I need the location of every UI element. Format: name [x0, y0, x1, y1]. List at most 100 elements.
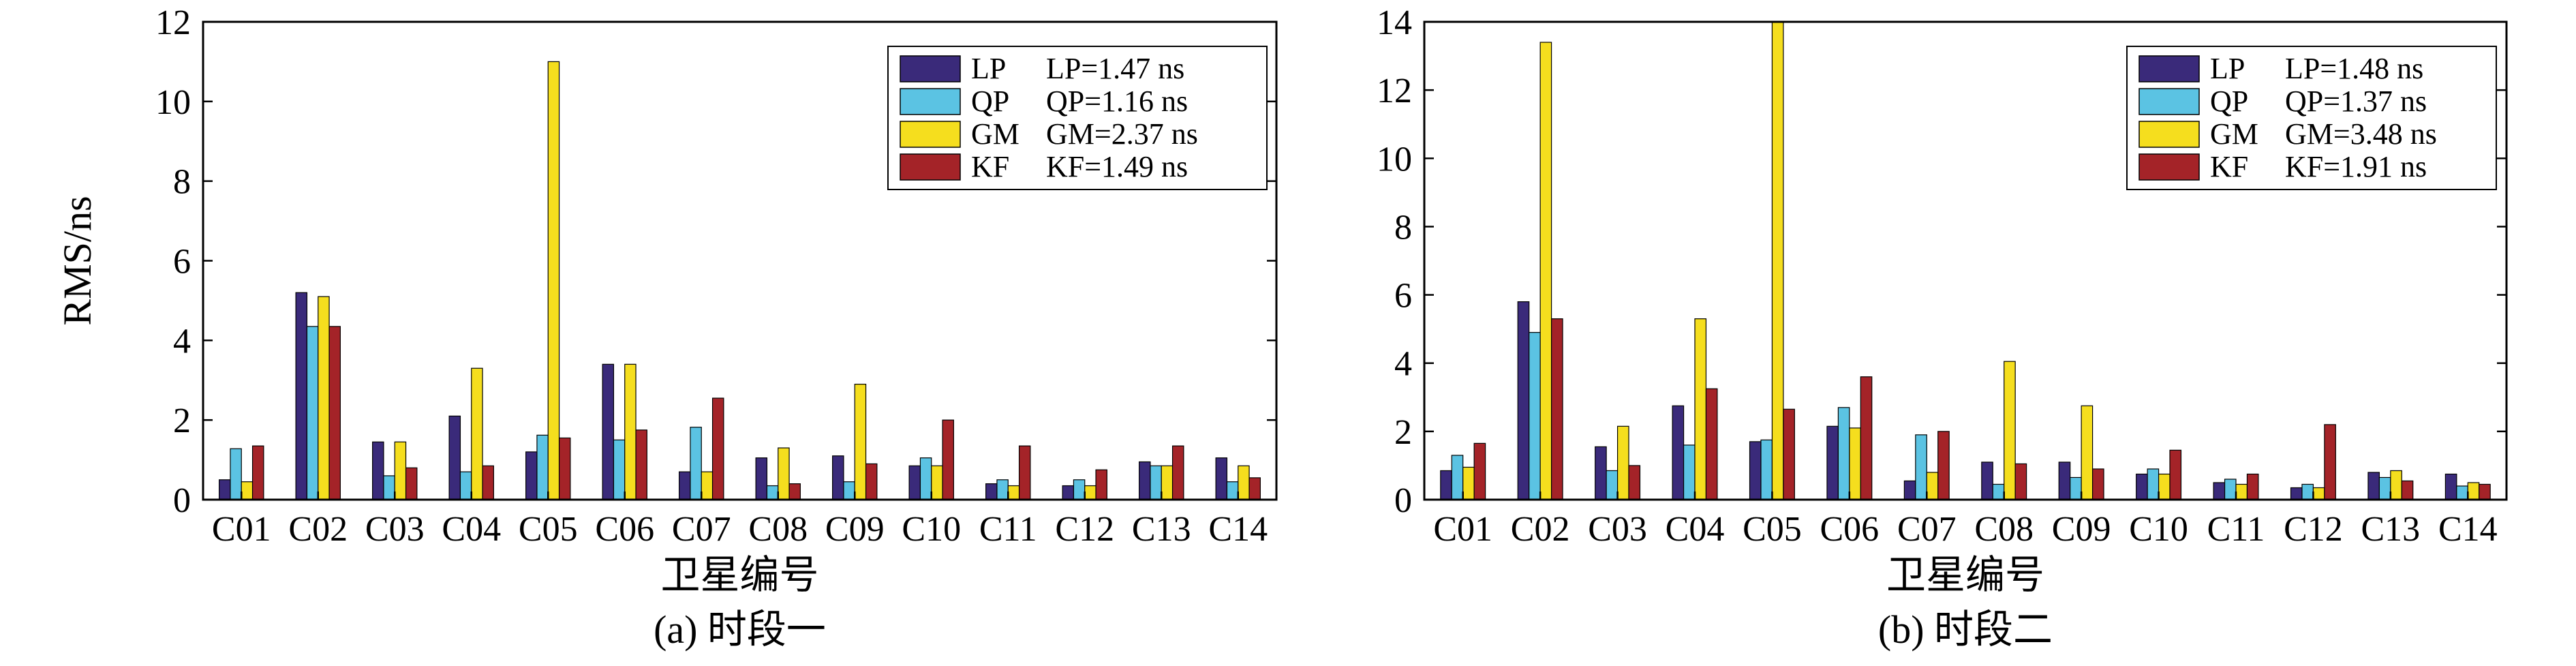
bar-kf-c11	[2246, 473, 2259, 500]
x-tick-label: C10	[2129, 510, 2188, 549]
bar-gm-c07	[1926, 472, 1939, 500]
bar-lp-c07	[679, 471, 691, 500]
bar-gm-c01	[1462, 466, 1475, 500]
legend-label-qp: QP	[971, 85, 1009, 118]
x-tick-label: C14	[1208, 510, 1268, 549]
bar-lp-c04	[1672, 405, 1685, 500]
panel-caption: (a) 时段一	[654, 607, 826, 652]
bar-lp-c08	[1981, 461, 1993, 500]
y-tick-label: 8	[173, 163, 191, 202]
bar-qp-c11	[2224, 479, 2237, 500]
legend-label-kf: KF	[2210, 150, 2248, 183]
bar-lp-c11	[2213, 482, 2226, 500]
legend: LP LP=1.47 ns QP QP=1.16 ns GM GM=2.37 ns KF KF…	[887, 46, 1268, 190]
y-tick-label: 4	[173, 322, 191, 361]
legend-stat-qp: QP=1.16 ns	[1046, 85, 1188, 118]
x-tick-label: C03	[1588, 510, 1647, 549]
bar-kf-c09	[865, 463, 878, 500]
bar-kf-c12	[2324, 424, 2336, 500]
x-tick-label: C07	[1897, 510, 1957, 549]
x-tick-label: C02	[1511, 510, 1570, 549]
bar-kf-c03	[405, 467, 418, 500]
bar-lp-c05	[525, 451, 538, 500]
bar-gm-c06	[624, 363, 637, 500]
bar-gm-c13	[1161, 465, 1174, 500]
legend-stat-gm: GM=3.48 ns	[2285, 117, 2437, 151]
legend-label-gm: GM	[2210, 117, 2258, 151]
bar-qp-c11	[996, 479, 1009, 500]
bar-kf-c08	[2014, 463, 2027, 500]
bar-qp-c09	[843, 481, 855, 500]
bar-qp-c14	[1226, 481, 1239, 500]
bar-gm-c13	[2390, 470, 2402, 500]
bar-qp-c05	[1760, 439, 1773, 500]
bar-qp-c07	[1915, 434, 1927, 500]
x-tick-label: C07	[672, 510, 731, 549]
x-tick-label: C09	[825, 510, 885, 549]
x-tick-label: C03	[365, 510, 425, 549]
bar-gm-c05	[547, 61, 560, 500]
bar-kf-c01	[251, 445, 264, 500]
legend-swatch-kf	[2138, 153, 2200, 181]
bar-qp-c12	[1073, 479, 1086, 500]
y-axis-title: RMS/ns	[55, 196, 99, 325]
bar-gm-c07	[701, 471, 714, 500]
x-axis-title: 卫星编号	[1886, 553, 2044, 597]
x-tick-label: C13	[1132, 510, 1191, 549]
bar-kf-c02	[1550, 318, 1563, 500]
bar-kf-c04	[482, 465, 494, 500]
bar-kf-c14	[1248, 477, 1261, 500]
chart-panel-a: 0 2 4 6 8 10 12 C01 C02 C03 C04 C05 C06 C07 C08 C09 C10 C…	[55, 3, 1278, 652]
bar-gm-c03	[1616, 425, 1629, 500]
y-tick-label: 6	[1394, 277, 1412, 316]
legend-swatch-gm	[2138, 121, 2200, 148]
bar-lp-c08	[755, 457, 768, 500]
legend-stat-qp: QP=1.37 ns	[2285, 85, 2427, 118]
legend-swatch-kf	[900, 153, 961, 181]
bar-qp-c13	[1150, 465, 1162, 500]
legend: LP LP=1.48 ns QP QP=1.37 ns GM GM=3.48 ns KF KF…	[2126, 46, 2497, 190]
x-tick-label: C01	[212, 510, 271, 549]
bar-kf-c12	[1095, 469, 1107, 500]
bar-gm-c11	[2235, 483, 2248, 500]
bar-kf-c10	[2169, 449, 2182, 500]
bar-lp-c11	[985, 483, 998, 500]
bar-gm-c09	[2081, 405, 2094, 500]
bar-kf-c10	[942, 419, 954, 500]
legend-swatch-lp	[2138, 55, 2200, 82]
bar-qp-c01	[230, 448, 242, 500]
bar-lp-c10	[908, 465, 921, 500]
legend-stat-gm: GM=2.37 ns	[1046, 117, 1198, 151]
bar-kf-c11	[1018, 445, 1031, 500]
chart-panel-b: 0 2 4 6 8 10 12 14 C01 C02 C03 C04 C05 C06 C07 C08 C09 C1…	[1377, 3, 2508, 652]
bar-gm-c10	[2158, 473, 2171, 500]
x-tick-label: C01	[1433, 510, 1492, 549]
bar-qp-c10	[2147, 468, 2160, 500]
y-tick-label: 10	[1377, 140, 1412, 179]
bar-kf-c09	[2091, 468, 2104, 500]
y-tick-label: 12	[155, 3, 191, 42]
x-tick-label: C14	[2438, 510, 2498, 549]
bar-kf-c07	[711, 397, 724, 500]
bar-gm-c10	[931, 465, 943, 500]
bar-gm-c14	[2467, 482, 2480, 500]
y-tick-label: 8	[1394, 208, 1412, 247]
bar-lp-c09	[2058, 461, 2071, 500]
bar-lp-c14	[2444, 473, 2457, 500]
bar-qp-c13	[2378, 476, 2391, 500]
bar-qp-c06	[1837, 407, 1850, 500]
y-tick-label: 10	[155, 83, 191, 122]
x-tick-label: C11	[2207, 510, 2265, 549]
bar-qp-c04	[1683, 444, 1696, 500]
legend-stat-lp: LP=1.47 ns	[1046, 52, 1184, 85]
bar-qp-c05	[536, 434, 549, 500]
legend-stat-kf: KF=1.49 ns	[1046, 150, 1188, 183]
x-tick-label: C09	[2052, 510, 2111, 549]
x-axis-title: 卫星编号	[660, 553, 818, 597]
y-tick-label: 12	[1377, 72, 1412, 110]
bar-qp-c03	[383, 475, 395, 500]
bar-lp-c03	[372, 441, 384, 500]
legend-stat-kf: KF=1.91 ns	[2285, 150, 2427, 183]
bar-gm-c09	[854, 383, 867, 500]
